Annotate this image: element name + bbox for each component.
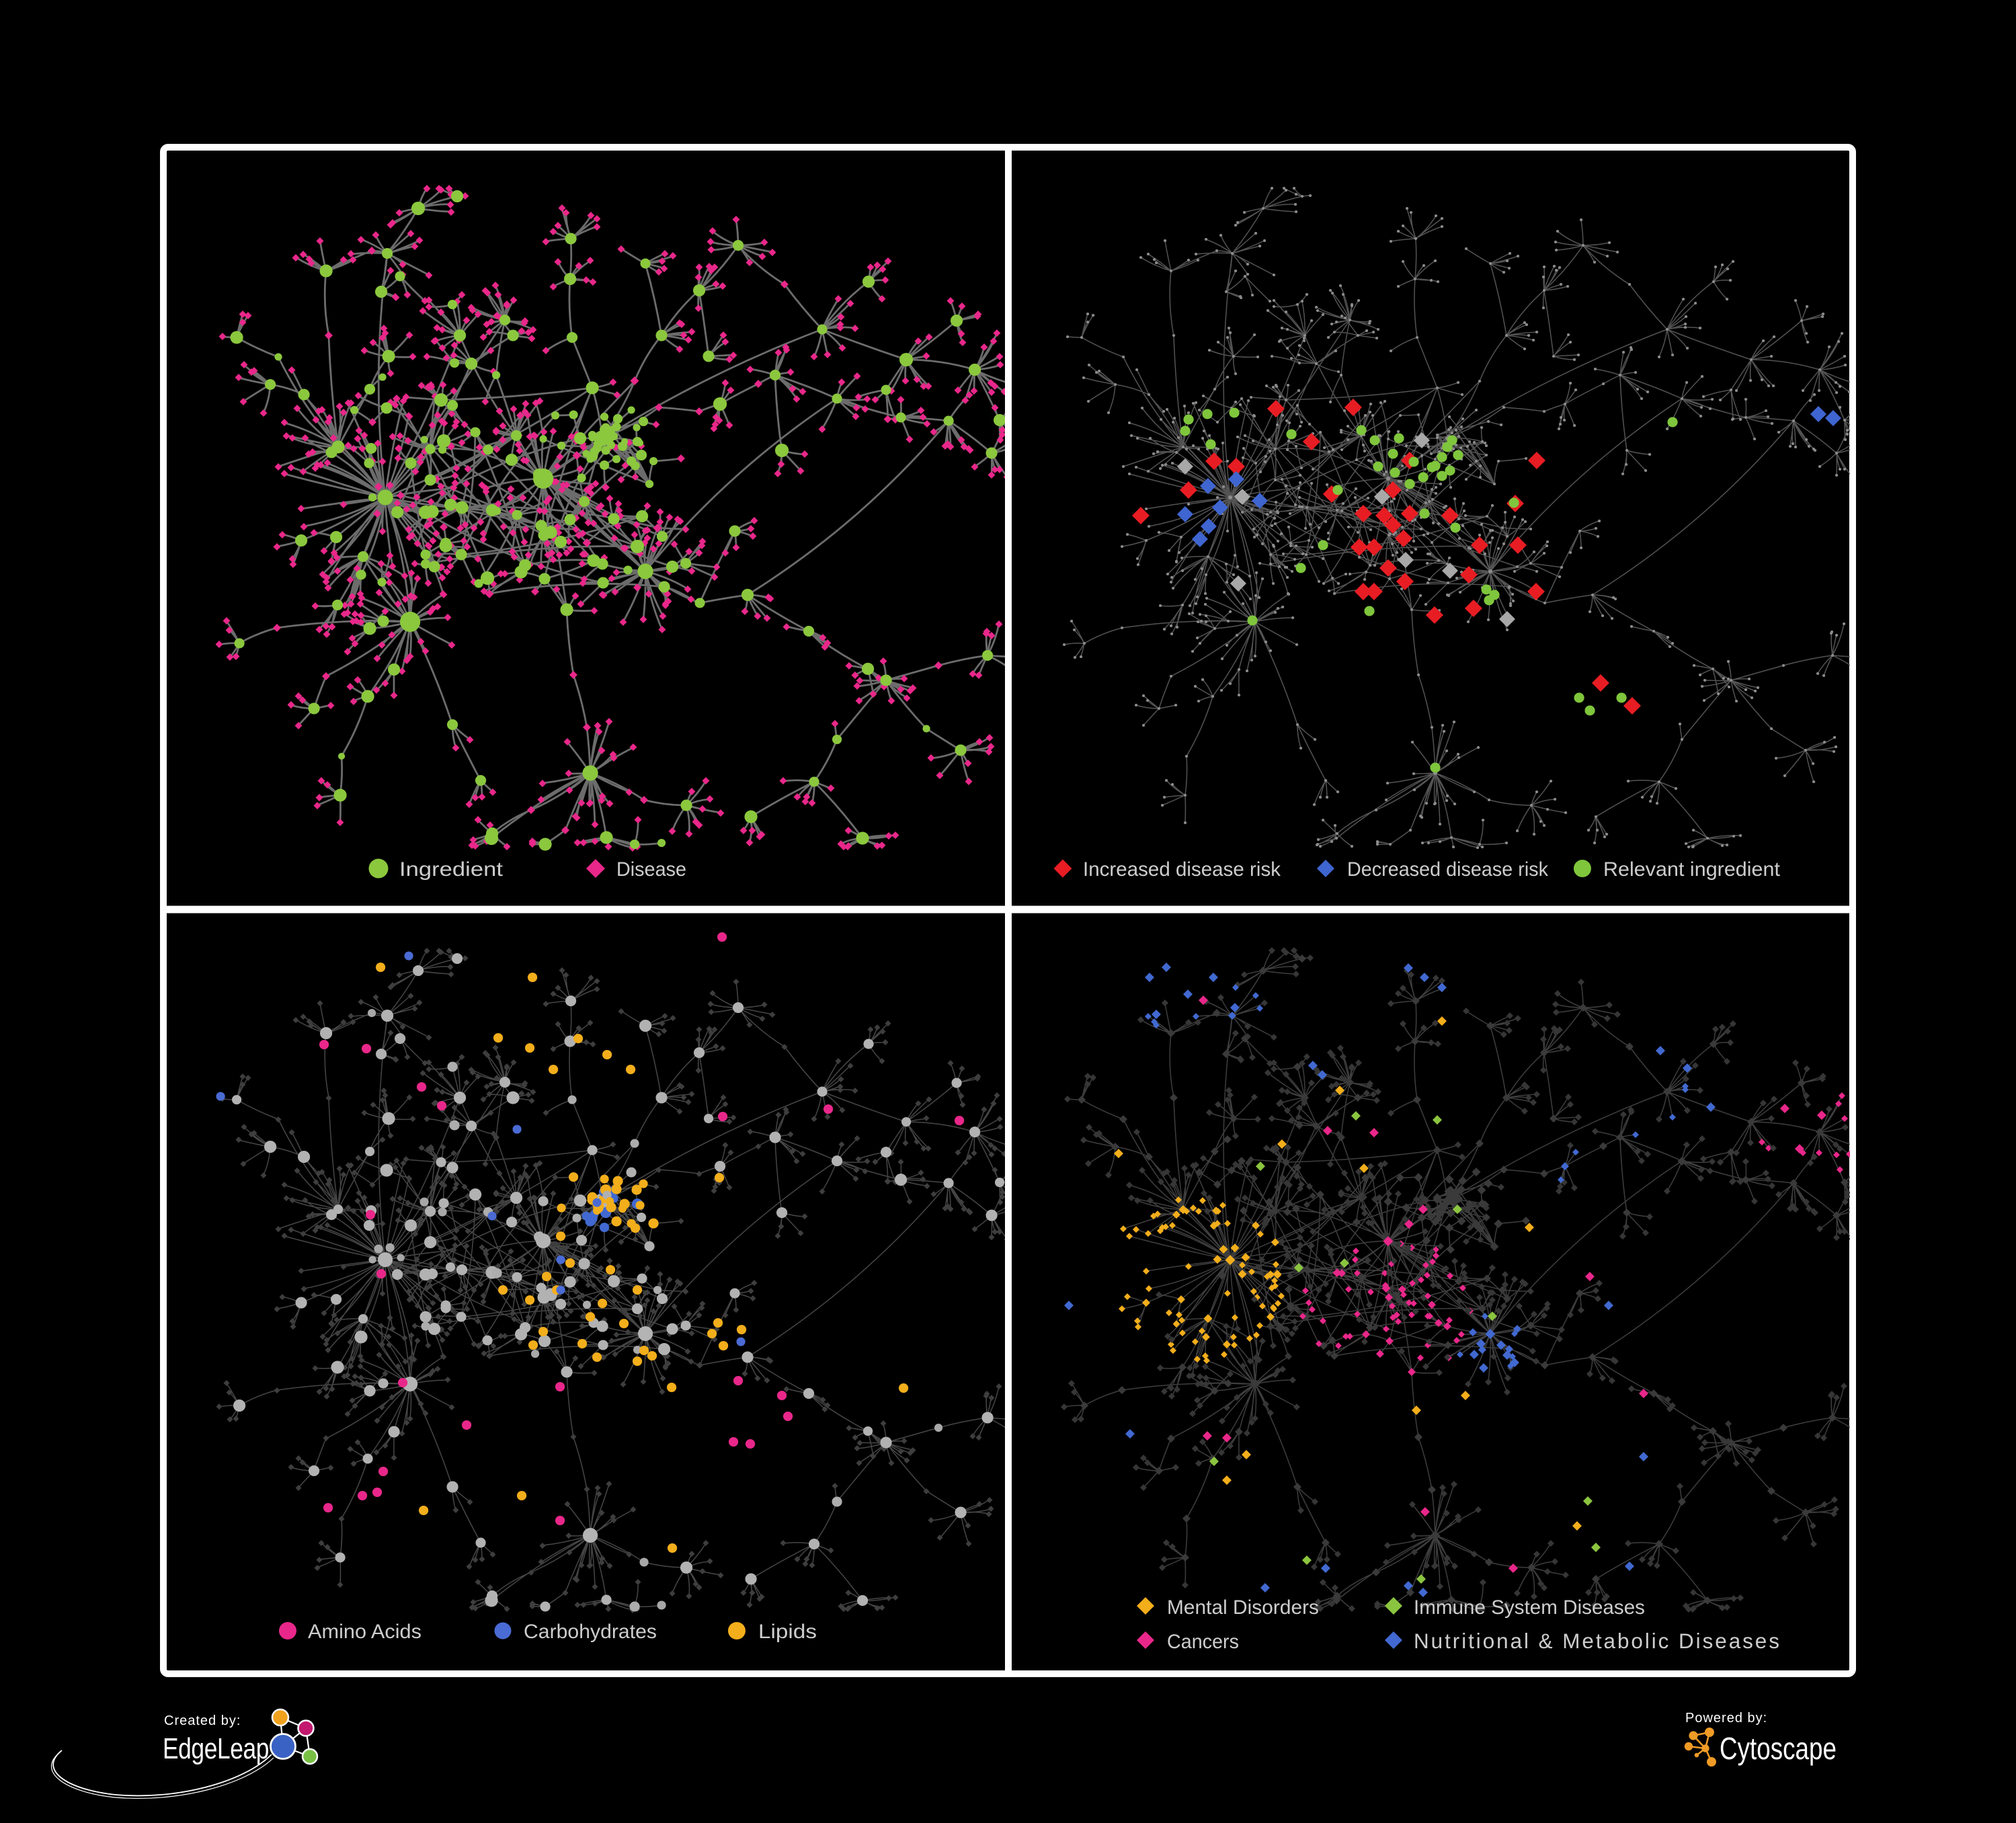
svg-text:Ingredient: Ingredient [399, 858, 503, 881]
svg-text:Cytoscape: Cytoscape [1720, 1731, 1837, 1766]
svg-text:EdgeLeap: EdgeLeap [163, 1732, 269, 1765]
svg-text:Immune System Diseases: Immune System Diseases [1414, 1596, 1645, 1619]
svg-text:Mental Disorders: Mental Disorders [1167, 1596, 1319, 1619]
svg-text:Carbohydrates: Carbohydrates [524, 1621, 657, 1643]
svg-text:Decreased disease risk: Decreased disease risk [1347, 858, 1549, 881]
svg-text:Nutritional & Metabolic Diseas: Nutritional & Metabolic Diseases [1414, 1629, 1779, 1653]
svg-text:Disease: Disease [616, 858, 686, 881]
svg-text:Cancers: Cancers [1167, 1631, 1239, 1653]
svg-text:Powered by:: Powered by: [1685, 1711, 1767, 1726]
svg-text:Amino Acids: Amino Acids [308, 1621, 421, 1643]
svg-text:Created by:: Created by: [164, 1713, 241, 1728]
svg-text:Increased disease risk: Increased disease risk [1083, 858, 1281, 881]
svg-text:Relevant ingredient: Relevant ingredient [1603, 858, 1781, 881]
svg-text:Lipids: Lipids [758, 1621, 817, 1643]
